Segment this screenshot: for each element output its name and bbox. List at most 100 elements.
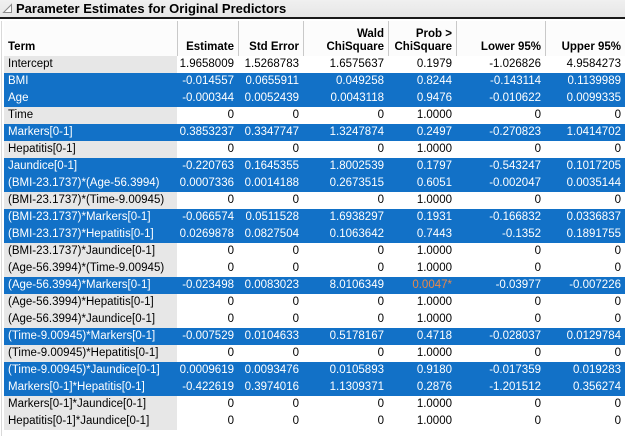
table-row[interactable]: (Age-56.3994)*Markers[0-1] -0.023498 0.0… xyxy=(4,277,625,294)
table-row[interactable]: (Time-9.00945)*Jaundice[0-1] 0.0009619 0… xyxy=(4,362,625,379)
disclosure-open-triangle-icon[interactable] xyxy=(2,3,13,14)
prob-chisquare-cell: 1.0000 xyxy=(388,294,456,311)
table-row[interactable]: Markers[0-1] 0.3853237 0.3347747 1.32478… xyxy=(4,124,625,141)
term-cell: Markers[0-1] xyxy=(4,124,177,141)
estimate-cell: 0.0009619 xyxy=(177,362,238,379)
term-cell: (BMI-23.1737)*Markers[0-1] xyxy=(4,209,177,226)
lower-95-cell: 0 xyxy=(456,107,545,124)
term-cell: (Time-9.00945)*Markers[0-1] xyxy=(4,328,177,345)
estimate-cell: 0 xyxy=(177,260,238,277)
wald-chisquare-cell: 0.2673515 xyxy=(303,175,388,192)
std-error-cell: 0 xyxy=(238,345,303,362)
table-row[interactable]: Time 0 0 0 1.0000 0 0 xyxy=(4,107,625,124)
estimate-cell: 0.3853237 xyxy=(177,124,238,141)
term-cell: (BMI-23.1737)*Hepatitis[0-1] xyxy=(4,226,177,243)
table-row[interactable]: Jaundice[0-1] -0.220763 0.1645355 1.8002… xyxy=(4,158,625,175)
estimate-cell: -0.422619 xyxy=(177,379,238,396)
table-body: Intercept 1.9658009 1.5268783 1.6575637 … xyxy=(4,56,625,430)
estimate-cell: 0 xyxy=(177,192,238,209)
table-row[interactable]: Age -0.000344 0.0052439 0.0043118 0.9476… xyxy=(4,90,625,107)
wald-chisquare-cell: 0.049258 xyxy=(303,73,388,90)
table-row[interactable]: (BMI-23.1737)*Hepatitis[0-1] 0.0269878 0… xyxy=(4,226,625,243)
prob-chisquare-cell: 1.0000 xyxy=(388,396,456,413)
wald-chisquare-cell: 0 xyxy=(303,311,388,328)
table-row[interactable]: Hepatitis[0-1] 0 0 0 1.0000 0 0 xyxy=(4,141,625,158)
prob-chisquare-cell: 0.0047* xyxy=(388,277,456,294)
table-row[interactable]: Hepatitis[0-1]*Jaundice[0-1] 0 0 0 1.000… xyxy=(4,413,625,430)
std-error-cell: 0 xyxy=(238,192,303,209)
wald-chisquare-cell: 0.1063642 xyxy=(303,226,388,243)
lower-95-cell: -0.010622 xyxy=(456,90,545,107)
term-cell: (Age-56.3994)*Markers[0-1] xyxy=(4,277,177,294)
prob-chisquare-cell: 0.2876 xyxy=(388,379,456,396)
lower-95-cell: -0.03977 xyxy=(456,277,545,294)
lower-95-cell: 0 xyxy=(456,141,545,158)
upper-95-cell: 0.0336837 xyxy=(545,209,625,226)
wald-chisquare-cell: 0 xyxy=(303,260,388,277)
wald-chisquare-cell: 1.3247874 xyxy=(303,124,388,141)
table-row[interactable]: (BMI-23.1737)*Jaundice[0-1] 0 0 0 1.0000… xyxy=(4,243,625,260)
upper-95-cell: 0 xyxy=(545,107,625,124)
lower-95-cell: 0 xyxy=(456,413,545,430)
term-cell: Markers[0-1]*Jaundice[0-1] xyxy=(4,396,177,413)
prob-chisquare-cell: 0.8244 xyxy=(388,73,456,90)
wald-chisquare-cell: 8.0106349 xyxy=(303,277,388,294)
estimate-cell: 0 xyxy=(177,243,238,260)
prob-chisquare-cell: 1.0000 xyxy=(388,243,456,260)
term-cell: (BMI-23.1737)*Jaundice[0-1] xyxy=(4,243,177,260)
std-error-cell: 0.0511528 xyxy=(238,209,303,226)
wald-chisquare-cell: 0 xyxy=(303,192,388,209)
table-row[interactable]: (Age-56.3994)*(Time-9.00945) 0 0 0 1.000… xyxy=(4,260,625,277)
column-header-wald-chisquare: Wald ChiSquare xyxy=(303,21,388,56)
parameter-estimates-table: Term Estimate Std Error Wald ChiSquare P… xyxy=(4,21,625,430)
table-row[interactable]: (Age-56.3994)*Hepatitis[0-1] 0 0 0 1.000… xyxy=(4,294,625,311)
column-header-upper-95: Upper 95% xyxy=(545,21,625,56)
table-row[interactable]: (Time-9.00945)*Markers[0-1] -0.007529 0.… xyxy=(4,328,625,345)
prob-chisquare-cell: 0.1797 xyxy=(388,158,456,175)
term-cell: BMI xyxy=(4,73,177,90)
upper-95-cell: 0.0099335 xyxy=(545,90,625,107)
std-error-cell: 0 xyxy=(238,260,303,277)
std-error-cell: 0.3347747 xyxy=(238,124,303,141)
table-row[interactable]: (Time-9.00945)*Hepatitis[0-1] 0 0 0 1.00… xyxy=(4,345,625,362)
table-row[interactable]: Markers[0-1]*Jaundice[0-1] 0 0 0 1.0000 … xyxy=(4,396,625,413)
column-header-prob-chisquare: Prob > ChiSquare xyxy=(388,21,456,56)
outline-tree-rule xyxy=(1,21,2,436)
estimate-cell: 0.0007336 xyxy=(177,175,238,192)
table-row[interactable]: (BMI-23.1737)*Markers[0-1] -0.066574 0.0… xyxy=(4,209,625,226)
estimate-cell: 0 xyxy=(177,345,238,362)
term-cell: (Age-56.3994)*Hepatitis[0-1] xyxy=(4,294,177,311)
std-error-cell: 0 xyxy=(238,413,303,430)
lower-95-cell: 0 xyxy=(456,192,545,209)
prob-chisquare-cell: 1.0000 xyxy=(388,413,456,430)
std-error-cell: 0.0052439 xyxy=(238,90,303,107)
wald-chisquare-cell: 0 xyxy=(303,345,388,362)
table-row[interactable]: (BMI-23.1737)*(Time-9.00945) 0 0 0 1.000… xyxy=(4,192,625,209)
outline-title-bar[interactable]: Parameter Estimates for Original Predict… xyxy=(0,0,625,19)
lower-95-cell: -0.017359 xyxy=(456,362,545,379)
wald-chisquare-cell: 1.8002539 xyxy=(303,158,388,175)
std-error-cell: 0.1645355 xyxy=(238,158,303,175)
lower-95-cell: 0 xyxy=(456,311,545,328)
table-row[interactable]: Intercept 1.9658009 1.5268783 1.6575637 … xyxy=(4,56,625,73)
table-row[interactable]: BMI -0.014557 0.0655911 0.049258 0.8244 … xyxy=(4,73,625,90)
table-row[interactable]: (Age-56.3994)*Jaundice[0-1] 0 0 0 1.0000… xyxy=(4,311,625,328)
term-cell: Hepatitis[0-1] xyxy=(4,141,177,158)
std-error-cell: 0.0014188 xyxy=(238,175,303,192)
table-row[interactable]: (BMI-23.1737)*(Age-56.3994) 0.0007336 0.… xyxy=(4,175,625,192)
upper-95-cell: 0.356274 xyxy=(545,379,625,396)
wald-chisquare-cell: 0 xyxy=(303,141,388,158)
std-error-cell: 0 xyxy=(238,141,303,158)
prob-chisquare-cell: 1.0000 xyxy=(388,260,456,277)
upper-95-cell: 0.1017205 xyxy=(545,158,625,175)
prob-chisquare-cell: 0.2497 xyxy=(388,124,456,141)
lower-95-cell: -0.028037 xyxy=(456,328,545,345)
wald-chisquare-cell: 0.0105893 xyxy=(303,362,388,379)
wald-chisquare-cell: 1.6938297 xyxy=(303,209,388,226)
term-cell: Age xyxy=(4,90,177,107)
table-row[interactable]: Markers[0-1]*Hepatitis[0-1] -0.422619 0.… xyxy=(4,379,625,396)
lower-95-cell: 0 xyxy=(456,345,545,362)
upper-95-cell: 0 xyxy=(545,192,625,209)
lower-95-cell: -0.143114 xyxy=(456,73,545,90)
prob-chisquare-cell: 0.7443 xyxy=(388,226,456,243)
